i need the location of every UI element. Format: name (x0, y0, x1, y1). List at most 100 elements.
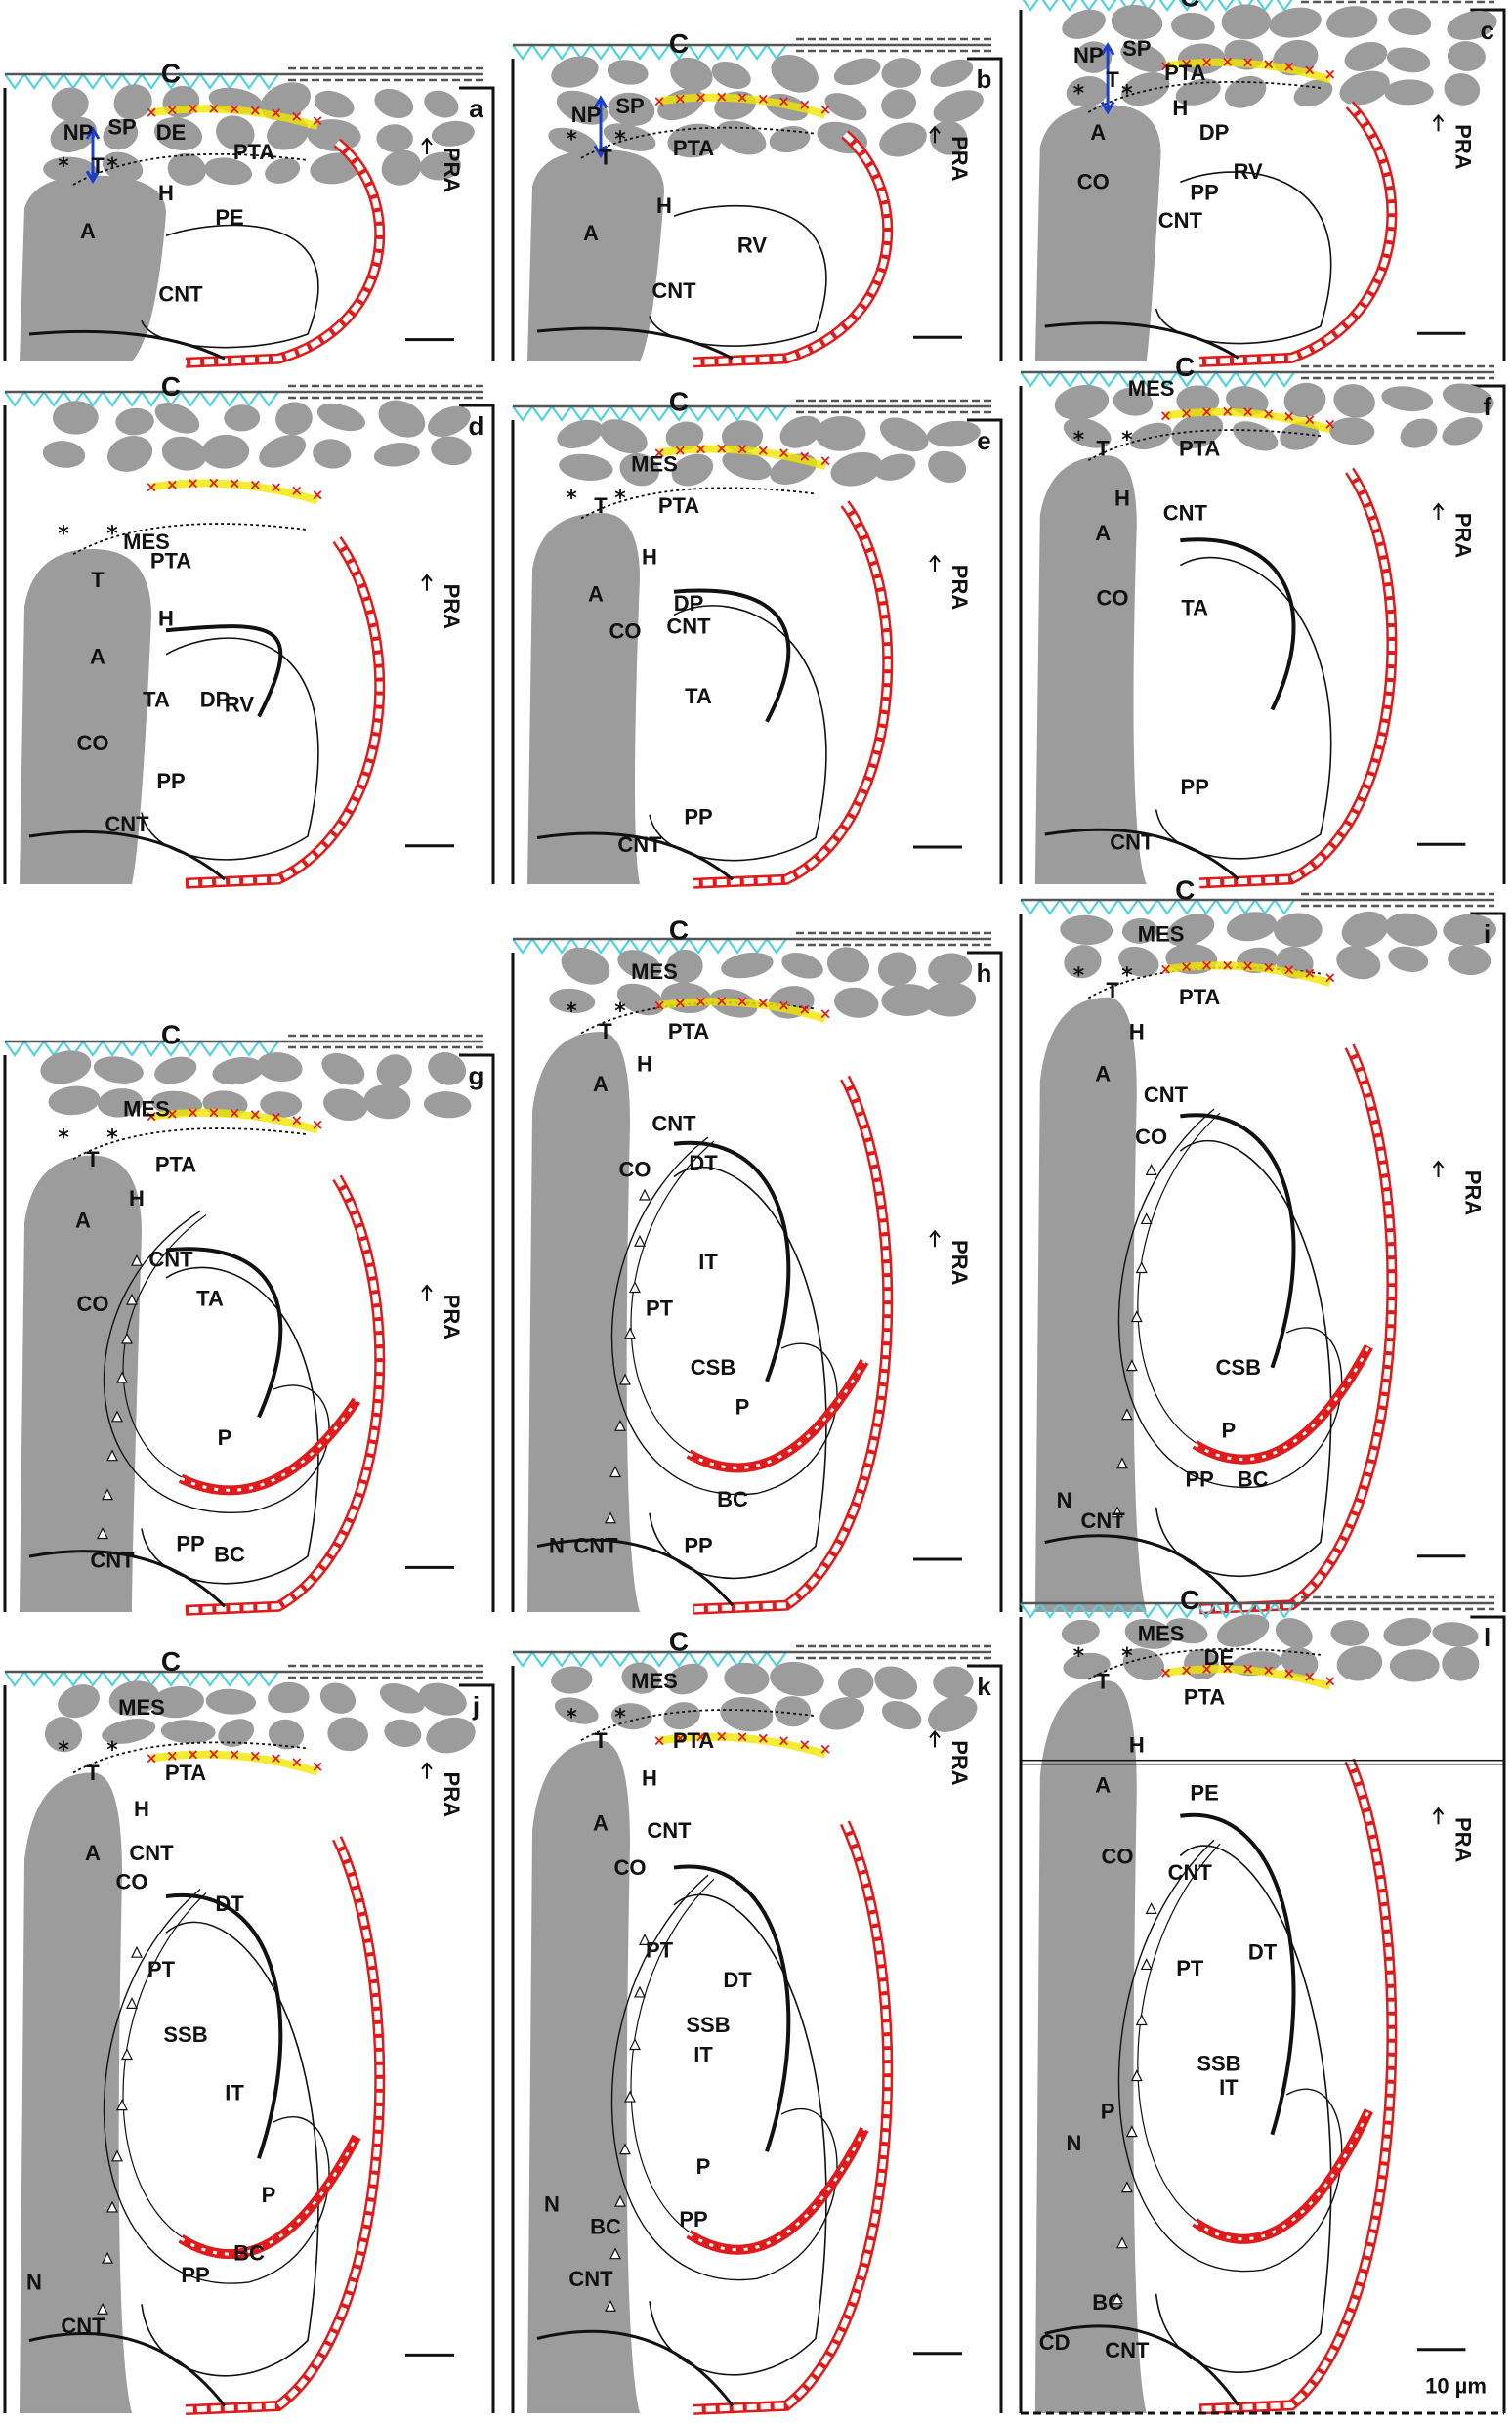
label-a: A (1090, 120, 1106, 145)
tissue-cells (549, 947, 977, 1019)
cell-blob (1336, 946, 1381, 980)
cell-blob (1233, 421, 1279, 451)
red-x-mark: × (1303, 1668, 1316, 1685)
label-cnt: CNT (666, 615, 711, 639)
red-x-mark: × (187, 1104, 199, 1122)
label-pra: PRA (440, 1295, 464, 1340)
cell-blob (1121, 72, 1170, 106)
red-x-mark: × (1200, 1660, 1213, 1678)
label-pta: PTA (1179, 436, 1220, 460)
label-co: CO (77, 731, 109, 755)
cell-blob (610, 1703, 652, 1730)
cnt-curve (536, 326, 734, 361)
cell-blob (1062, 9, 1106, 39)
cell-blob (201, 434, 250, 469)
label-t: T (91, 568, 105, 592)
arrow-icon (634, 1234, 646, 1247)
tissue-cells (1060, 911, 1496, 980)
red-x-mark: × (249, 1747, 262, 1764)
panel-letter: h (977, 958, 992, 988)
label-bc: BC (590, 2214, 621, 2238)
cell-blob (815, 416, 866, 451)
label-h: H (637, 1052, 652, 1077)
red-x-mark: × (736, 993, 749, 1010)
label-mes: MES (1138, 1621, 1185, 1645)
label-cnt: CNT (651, 1111, 696, 1135)
red-x-mark: × (166, 1747, 179, 1764)
embryo-boundary (649, 1166, 827, 1580)
red-x-mark: × (694, 993, 707, 1010)
cell-blob (1063, 1652, 1111, 1679)
cell-blob (933, 90, 984, 123)
cuticle-line (512, 37, 991, 61)
red-x-mark: × (1262, 55, 1275, 72)
label-t: T (599, 146, 612, 170)
red-x-mark: × (1159, 960, 1172, 978)
cell-blob (923, 982, 977, 1017)
tissue-cells (45, 1680, 476, 1754)
label-pra: PRA (1451, 124, 1476, 170)
cell-blob (257, 1052, 303, 1083)
cuticle-line (1020, 892, 1495, 915)
red-x-mark: × (736, 89, 749, 106)
cell-blob (928, 1695, 978, 1732)
label-pra: PRA (947, 565, 972, 611)
red-x-mark: × (757, 90, 770, 107)
red-x-mark: × (270, 1750, 282, 1767)
digestive-tract-outline (1117, 1108, 1343, 1489)
red-x-mark: × (674, 1729, 687, 1747)
cell-blob (879, 417, 929, 452)
red-x-mark: × (187, 1746, 199, 1764)
cell-blob (722, 450, 772, 481)
label-h: H (158, 181, 174, 205)
cell-blob (428, 1052, 467, 1085)
red-x-mark: × (312, 487, 324, 504)
cell-blob (1443, 914, 1496, 946)
cell-blob (1341, 911, 1389, 948)
label-a: A (583, 221, 599, 245)
embryo-tissue (20, 1772, 132, 2413)
marker-band: × × × × × × × × × (146, 1103, 323, 1134)
cell-blob (557, 419, 604, 448)
arrow-icon (1120, 1408, 1133, 1421)
tissue-cells (43, 82, 475, 186)
marker-band: × × × × × × × × × (146, 474, 324, 505)
cell-blob (1443, 383, 1494, 414)
label-mes: MES (123, 1097, 170, 1122)
pra-arrow-icon (421, 574, 433, 591)
digestive-tract-outline (103, 1889, 330, 2284)
label-cnt: CNT (573, 1533, 618, 1557)
cell-blob (154, 403, 200, 434)
cell-blob (378, 400, 426, 438)
red-x-mark: × (166, 102, 179, 119)
red-x-mark: × (674, 442, 687, 459)
cell-blob (724, 1662, 770, 1695)
asterisk-mark: * (614, 1706, 626, 1730)
cell-blob (154, 1056, 197, 1084)
red-x-mark: × (1180, 1662, 1193, 1679)
cell-blob (1066, 76, 1109, 107)
label-mes: MES (631, 1669, 678, 1693)
label-pra: PRA (440, 584, 464, 630)
red-x-mark: × (166, 1105, 179, 1123)
red-x-mark: × (694, 88, 707, 106)
cell-blob (1388, 946, 1429, 972)
red-x-mark: × (1159, 1664, 1172, 1681)
cell-blob (617, 950, 661, 980)
red-x-mark: × (229, 474, 241, 491)
cell-blob (427, 405, 471, 437)
cell-blob (267, 116, 310, 150)
red-x-mark: × (819, 101, 832, 118)
cell-blob (373, 443, 420, 467)
label-np: NP (63, 120, 94, 145)
red-x-mark: × (1241, 956, 1254, 974)
pta-outline (1087, 1647, 1322, 1680)
label-n: N (26, 2270, 42, 2294)
red-x-mark: × (694, 440, 707, 457)
envelope-dash (1199, 1759, 1395, 2412)
cell-blob (548, 127, 598, 156)
red-x-mark: × (777, 997, 790, 1014)
red-x-mark: × (798, 1735, 811, 1753)
label-a: A (593, 1072, 609, 1096)
panel-border-right (1470, 384, 1506, 884)
